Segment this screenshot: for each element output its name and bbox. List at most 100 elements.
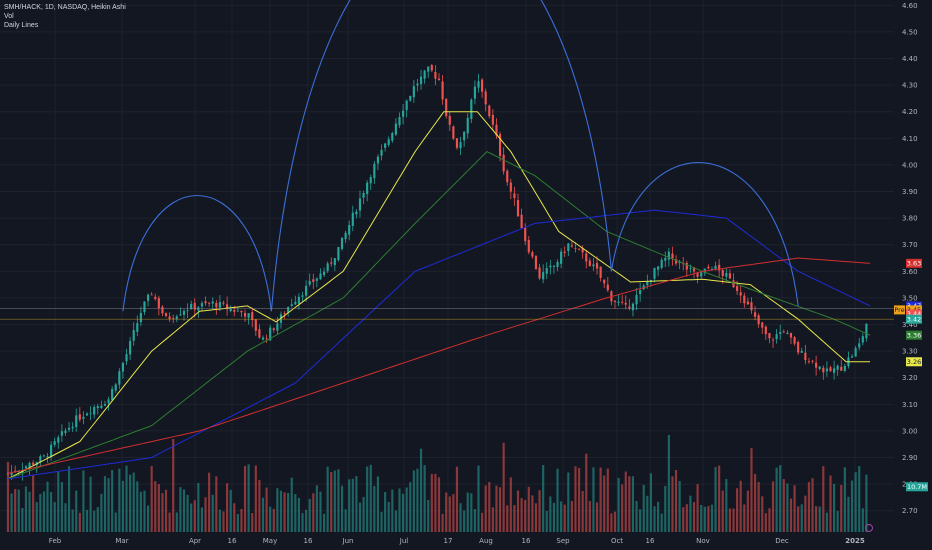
candle-body xyxy=(833,368,836,373)
candle-body xyxy=(362,193,365,198)
volume-bar xyxy=(111,469,114,532)
volume-bar xyxy=(621,484,624,532)
volume-bar xyxy=(782,479,785,532)
volume-bar xyxy=(243,465,247,532)
candle-body xyxy=(599,266,602,278)
volume-bar xyxy=(509,477,512,532)
volume-bar xyxy=(588,501,591,532)
volume-bar xyxy=(495,485,498,532)
volume-bar xyxy=(437,477,441,532)
candle-body xyxy=(700,272,703,277)
candle-body xyxy=(570,245,573,247)
candle-body xyxy=(351,212,354,226)
time-tick-label: Nov xyxy=(696,537,710,545)
time-tick-label: Jul xyxy=(399,537,409,545)
volume-bar xyxy=(477,465,480,532)
candle-body xyxy=(290,304,293,306)
volume-bar xyxy=(290,477,293,532)
volume-bar xyxy=(261,497,265,532)
volume-bar xyxy=(455,466,459,532)
candle-body xyxy=(394,123,397,135)
volume-bar xyxy=(610,513,613,532)
volume-bar xyxy=(394,510,397,532)
candle-body xyxy=(473,86,476,99)
volume-bar xyxy=(639,509,642,532)
volume-bar xyxy=(344,509,347,532)
candle-body xyxy=(674,259,678,264)
candle-body xyxy=(477,81,480,88)
price-tick-label: 3.50 xyxy=(902,294,918,302)
candle-body xyxy=(732,280,735,288)
volume-bar xyxy=(423,465,426,532)
price-axis[interactable]: 4.60 4.50 4.40 4.30 4.20 4.10 4.00 3.90 3.80 3.70… xyxy=(894,0,932,550)
volume-bar xyxy=(301,513,304,532)
candle-body xyxy=(93,407,96,415)
volume-bar xyxy=(380,511,383,532)
candle-body xyxy=(513,193,516,199)
volume-bar xyxy=(326,466,329,532)
price-tick-label: 2.90 xyxy=(902,454,918,462)
symbol-title[interactable]: SMH/HACK, 1D, NASDAQ, Heikin Ashi xyxy=(4,4,126,11)
daily-lines-indicator-label[interactable]: Daily Lines xyxy=(4,22,39,29)
series-line xyxy=(7,257,871,474)
candle-body xyxy=(750,302,753,311)
price-axis-background xyxy=(894,0,932,550)
price-tick-label: 3.90 xyxy=(902,188,918,196)
price-tag-bg xyxy=(906,330,922,340)
volume-bar xyxy=(402,493,405,532)
candle-body xyxy=(761,322,764,328)
volume-bar xyxy=(764,513,767,532)
volume-indicator-label[interactable]: Vol xyxy=(4,13,14,20)
volume-bar xyxy=(351,478,354,532)
volume-bar xyxy=(337,469,340,532)
volume-bar xyxy=(172,438,175,532)
volume-bar xyxy=(696,484,699,532)
volume-bar xyxy=(208,472,211,532)
candle-body xyxy=(495,124,498,136)
candle-body xyxy=(344,232,347,240)
volume-bar xyxy=(419,448,423,532)
candle-body xyxy=(696,273,699,277)
candle-body xyxy=(621,301,624,303)
time-tick-label: 16 xyxy=(304,537,313,545)
candle-body xyxy=(373,163,376,179)
volume-bar xyxy=(506,505,509,532)
volume-bar xyxy=(736,488,739,532)
candle-body xyxy=(606,284,609,291)
price-tag-bg xyxy=(906,314,922,324)
chart-legend: SMH/HACK, 1D, NASDAQ, Heikin Ashi Vol Da… xyxy=(4,3,126,30)
volume-bar xyxy=(93,510,96,532)
candle-body xyxy=(430,64,433,71)
volume-bar xyxy=(427,500,430,532)
volume-bar xyxy=(560,501,563,532)
price-tick-label: 4.20 xyxy=(902,108,918,116)
volume-bar xyxy=(190,503,193,532)
price-tick-label: 3.40 xyxy=(902,321,918,329)
volume-bar xyxy=(391,489,394,532)
candle-body xyxy=(164,313,168,317)
candle-body xyxy=(739,292,742,296)
volume-bar xyxy=(538,490,541,532)
volume-bar xyxy=(143,490,146,532)
candle-body xyxy=(85,413,89,416)
candle-body xyxy=(154,296,157,300)
volume-bar xyxy=(355,476,358,532)
volume-bar xyxy=(585,453,588,532)
volume-bar xyxy=(520,498,523,532)
candle-body xyxy=(50,444,53,457)
volume-bar xyxy=(567,472,570,532)
time-tick-label: Apr xyxy=(189,537,201,545)
volume-bar xyxy=(739,480,742,532)
volume-bar xyxy=(96,507,99,532)
time-tick-label: 17 xyxy=(444,537,453,545)
volume-bar xyxy=(484,485,487,532)
time-axis[interactable]: Feb Mar Apr 16 May 16 Jun Jul 17 Aug 16 Sep Oct 16 Nov… xyxy=(0,532,932,550)
price-tag: 3.63 xyxy=(907,260,921,268)
candle-body xyxy=(815,362,818,368)
volume-bar xyxy=(305,509,308,532)
candle-body xyxy=(161,306,164,314)
candle-body xyxy=(333,258,336,266)
candle-body xyxy=(445,98,448,117)
